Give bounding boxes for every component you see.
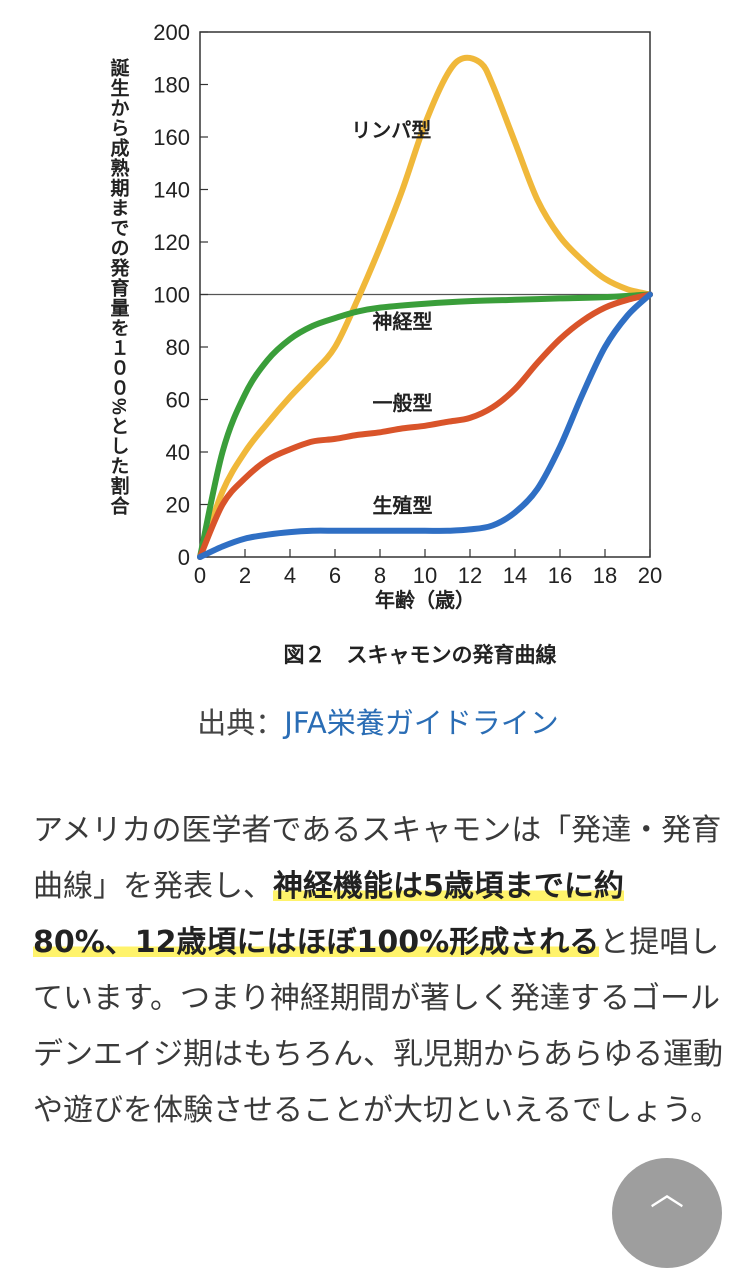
x-tick-label: 8 <box>374 563 386 588</box>
x-tick-label: 0 <box>194 563 206 588</box>
y-tick-label: 100 <box>153 283 190 308</box>
series-line-4 <box>197 291 653 560</box>
y-tick-label: 60 <box>166 388 190 413</box>
chart-axes <box>199 31 651 558</box>
x-tick-label: 12 <box>458 563 482 588</box>
y-tick-label: 40 <box>166 440 190 465</box>
y-tick-label: 160 <box>153 125 190 150</box>
x-tick-label: 18 <box>593 563 617 588</box>
y-tick-label: 180 <box>153 73 190 98</box>
x-tick-label: 6 <box>329 563 341 588</box>
series-label-2: 神経型 <box>373 310 433 334</box>
x-tick-label: 14 <box>503 563 527 588</box>
y-tick-label: 120 <box>153 230 190 255</box>
article-paragraph: アメリカの医学者であるスキャモンは「発達・発育曲線」を発表し、神経機能は5歳頃ま… <box>33 803 723 1139</box>
x-axis-title: 年齢（歳） <box>375 588 475 612</box>
article-text-part1: アメリカの医学者であるスキャモンは「発達・発育曲線」を発表し、 <box>33 813 722 904</box>
chart-labels: 0 20 40 60 80 100 120 140 160 180 200 0 2 4 6 8 10 12 14 16… <box>108 20 663 667</box>
y-tick-label: 80 <box>166 335 190 360</box>
x-tick-label: 10 <box>413 563 437 588</box>
y-tick-label: 20 <box>166 493 190 518</box>
source-link[interactable]: JFA栄養ガイドライン <box>284 706 559 740</box>
series-line-2 <box>197 291 653 560</box>
x-tick-label: 2 <box>239 563 251 588</box>
series-line-1 <box>197 54 653 560</box>
article-text-part2: と提唱しています。つまり神経期間が著しく発達するゴールデンエイジ期はもちろん、乳… <box>33 925 723 1128</box>
series-label-4: 生殖型 <box>373 494 433 517</box>
source-prefix: 出典： <box>197 706 285 740</box>
chevron-up-icon: ︿ <box>650 1174 684 1214</box>
source-citation: 出典：JFA栄養ガイドライン <box>0 700 756 742</box>
figure-caption: 図２ スキャモンの発育曲線 <box>284 643 557 667</box>
y-tick-label: 0 <box>178 545 190 570</box>
y-axis-title: 誕生から成熟期までの発育量を１００%とした割合 <box>108 58 131 516</box>
scroll-to-top-button[interactable]: ︿ <box>612 1158 722 1268</box>
series-label-3: 一般型 <box>373 391 433 415</box>
series-label-1: リンパ型 <box>351 119 431 142</box>
x-tick-label: 20 <box>638 563 662 588</box>
y-tick-label: 140 <box>153 178 190 203</box>
chart-series <box>197 54 653 560</box>
x-tick-label: 4 <box>284 563 296 588</box>
y-tick-label: 200 <box>153 20 190 45</box>
x-tick-label: 16 <box>548 563 572 588</box>
growth-curve-chart: 0 20 40 60 80 100 120 140 160 180 200 0 2 4 6 8 10 12 14 16… <box>108 20 663 667</box>
series-line-3 <box>197 291 653 560</box>
